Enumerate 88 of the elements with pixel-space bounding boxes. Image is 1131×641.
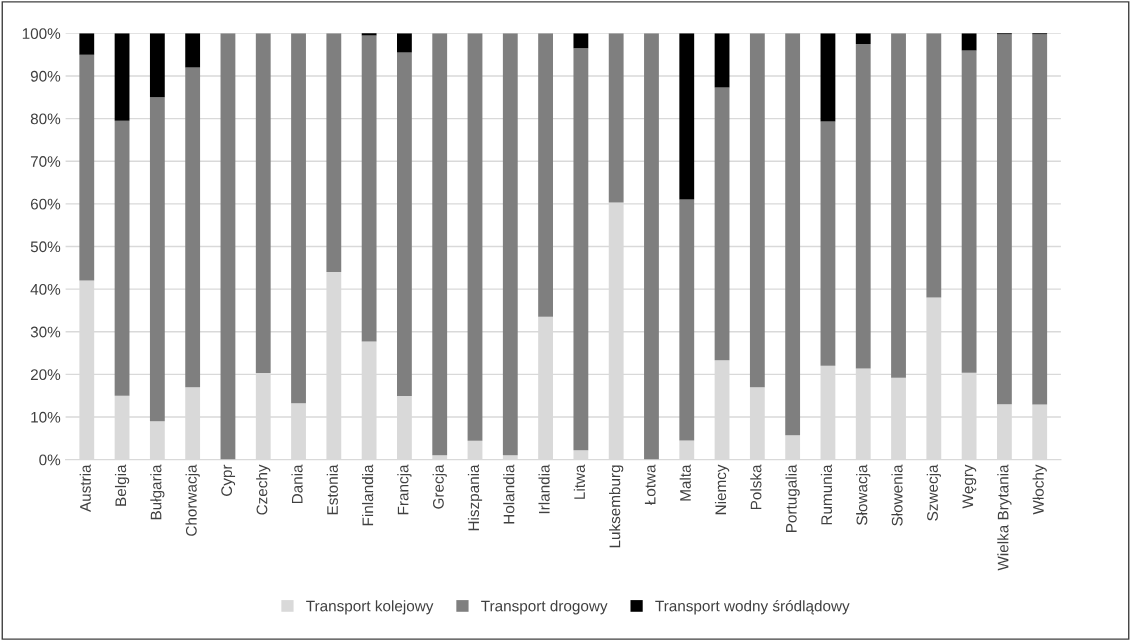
x-tick-label: Szwecja [926, 464, 941, 521]
y-tick-label: 100% [22, 28, 61, 40]
bar [820, 33, 836, 122]
bar [679, 33, 695, 200]
bar [573, 48, 589, 451]
x-tick-label: Dania [291, 464, 303, 504]
x-tick-label: Malta [679, 464, 691, 501]
bar [1032, 34, 1048, 405]
legend-label: Transport kolejowy [306, 600, 434, 615]
bar [432, 455, 448, 460]
x-tick-label: Słowacja [856, 464, 871, 525]
x-tick-label: Holandia [503, 464, 515, 524]
bar [185, 33, 201, 68]
bar [185, 67, 201, 388]
y-tick-label: 0% [39, 454, 61, 466]
bar [79, 54, 95, 281]
x-tick-label: Wielka Brytania [997, 464, 1012, 571]
x-tick-label: Czechy [256, 464, 271, 515]
bar [326, 33, 342, 273]
bar [361, 35, 377, 342]
y-tick-label: 90% [30, 70, 61, 82]
x-tick-label: Niemcy [714, 464, 730, 515]
y-tick-label: 50% [30, 241, 61, 253]
bar [749, 33, 765, 388]
bar [397, 52, 412, 397]
y-tick-label: 70% [30, 156, 61, 167]
x-tick-label: Chorwacja [185, 464, 200, 536]
y-tick-label: 40% [30, 283, 61, 295]
legend-label: Transport drogowy [481, 600, 608, 615]
bar [644, 33, 659, 460]
y-tick-label: 80% [30, 113, 61, 125]
x-tick-label: Słowenia [891, 464, 903, 526]
x-tick-label: Hiszpania [467, 464, 483, 531]
x-tick-label: Bułgaria [150, 464, 165, 520]
bar [785, 33, 801, 436]
x-tick-label: Portugalia [785, 464, 800, 532]
bar [291, 33, 306, 404]
bar [149, 97, 165, 422]
bar [255, 33, 271, 374]
x-tick-label: Austria [79, 464, 91, 512]
x-tick-label: Łotwa [644, 464, 656, 506]
x-tick-label: Polska [750, 464, 762, 510]
bar [538, 33, 553, 317]
bar [679, 440, 695, 460]
bar [220, 33, 236, 460]
x-tick-label: Włochy [1032, 464, 1047, 515]
bar [714, 33, 730, 88]
bar [573, 450, 589, 460]
y-tick-label: 20% [30, 369, 61, 381]
bar [961, 50, 977, 373]
bar [891, 33, 906, 378]
bar [820, 121, 836, 366]
bar [467, 440, 483, 460]
x-tick-label: Litwa [573, 464, 585, 499]
bar [114, 33, 130, 121]
bar [432, 33, 448, 456]
bar [926, 33, 942, 298]
bar [997, 34, 1012, 405]
bar [502, 455, 518, 460]
x-tick-label: Rumunia [820, 464, 833, 525]
bar [467, 33, 483, 441]
bar [785, 435, 801, 460]
bar [573, 33, 589, 49]
bar [608, 33, 624, 203]
bar [149, 33, 165, 98]
x-tick-label: Irlandia [538, 464, 550, 514]
bar [397, 33, 412, 53]
bar [149, 421, 165, 460]
y-tick-label: 60% [30, 198, 61, 210]
bar [855, 43, 871, 369]
bar [679, 199, 695, 441]
bar [79, 33, 95, 55]
x-tick-label: Cypr [221, 464, 236, 496]
legend-label: Transport wodny śródlądowy [655, 599, 850, 615]
x-tick-label: Estonia [326, 464, 338, 515]
x-tick-label: Luksemburg [609, 465, 624, 548]
x-tick-label: Belgia [114, 464, 130, 506]
x-tick-label: Francja [397, 464, 412, 515]
x-tick-label: Węgry [962, 464, 977, 509]
bar [502, 33, 518, 456]
x-tick-label: Grecja [432, 464, 447, 509]
bar [114, 120, 130, 396]
y-tick-label: 30% [30, 326, 61, 338]
y-tick-label: 10% [31, 411, 61, 423]
bar [855, 33, 871, 44]
x-tick-label: Finlandia [362, 464, 374, 526]
bar [961, 33, 977, 51]
bar [714, 87, 730, 361]
